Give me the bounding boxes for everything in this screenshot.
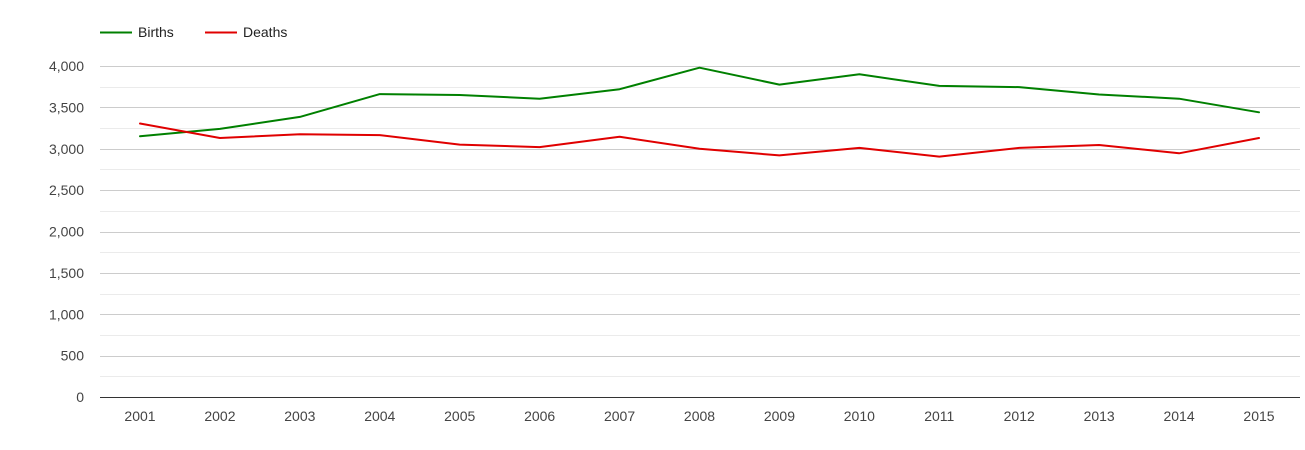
births-point xyxy=(856,71,862,77)
births-point xyxy=(537,96,543,102)
x-tick-label: 2002 xyxy=(204,408,235,424)
y-tick-label: 500 xyxy=(61,348,85,364)
legend-label-births: Births xyxy=(138,24,174,40)
y-tick-label: 2,000 xyxy=(49,224,84,240)
y-tick-label: 0 xyxy=(76,389,84,405)
deaths-point xyxy=(137,121,143,127)
x-tick-label: 2004 xyxy=(364,408,395,424)
y-tick-label: 3,000 xyxy=(49,141,84,157)
births-point xyxy=(457,92,463,98)
deaths-point xyxy=(617,134,623,140)
deaths-point xyxy=(377,132,383,138)
x-tick-label: 2009 xyxy=(764,408,795,424)
x-tick-label: 2003 xyxy=(284,408,315,424)
deaths-point xyxy=(1176,150,1182,156)
y-tick-label: 3,500 xyxy=(49,99,84,115)
births-point xyxy=(217,126,223,132)
births-line xyxy=(139,66,1260,138)
x-tick-label: 2008 xyxy=(684,408,715,424)
legend-item-deaths[interactable]: Deaths xyxy=(205,24,287,40)
legend-label-deaths: Deaths xyxy=(243,24,287,40)
x-tick-label: 2012 xyxy=(1004,408,1035,424)
deaths-point xyxy=(1096,142,1102,148)
legend-item-births[interactable]: Births xyxy=(100,24,174,40)
deaths-point xyxy=(1256,135,1262,141)
births-point xyxy=(697,65,703,71)
deaths-point xyxy=(856,145,862,151)
y-tick-label: 1,500 xyxy=(49,265,84,281)
births-point xyxy=(1096,92,1102,98)
births-point xyxy=(1176,96,1182,102)
x-tick-label: 2013 xyxy=(1084,408,1115,424)
y-tick-label: 2,500 xyxy=(49,182,84,198)
legend[interactable]: Births Deaths xyxy=(100,24,287,40)
births-point xyxy=(936,83,942,89)
births-point xyxy=(776,82,782,88)
deaths-point xyxy=(297,131,303,137)
x-tick-label: 2007 xyxy=(604,408,635,424)
x-tick-label: 2015 xyxy=(1243,408,1274,424)
x-tick-label: 2010 xyxy=(844,408,875,424)
deaths-line xyxy=(139,122,1260,158)
births-point xyxy=(1016,84,1022,90)
deaths-point xyxy=(217,135,223,141)
x-tick-label: 2001 xyxy=(124,408,155,424)
deaths-point xyxy=(457,142,463,148)
births-point xyxy=(377,91,383,97)
deaths-point xyxy=(1016,145,1022,151)
births-point xyxy=(297,114,303,120)
x-tick-label: 2014 xyxy=(1163,408,1194,424)
y-tick-label: 4,000 xyxy=(49,58,84,74)
series-lines xyxy=(137,65,1262,160)
x-tick-label: 2006 xyxy=(524,408,555,424)
deaths-point xyxy=(697,146,703,152)
births-point xyxy=(137,133,143,139)
deaths-point xyxy=(776,152,782,158)
births-point xyxy=(1256,109,1262,115)
gridlines xyxy=(100,66,1300,377)
deaths-point xyxy=(537,144,543,150)
y-axis: 0 500 1,000 1,500 2,000 2,500 3,000 3,500 4,000 xyxy=(49,58,84,405)
y-tick-label: 1,000 xyxy=(49,306,84,322)
x-axis: 2001 2002 2003 2004 2005 2006 2007 2008 2009 2010… xyxy=(100,397,1300,424)
deaths-point xyxy=(936,154,942,160)
x-tick-label: 2005 xyxy=(444,408,475,424)
births-point xyxy=(617,86,623,92)
x-tick-label: 2011 xyxy=(924,408,954,424)
